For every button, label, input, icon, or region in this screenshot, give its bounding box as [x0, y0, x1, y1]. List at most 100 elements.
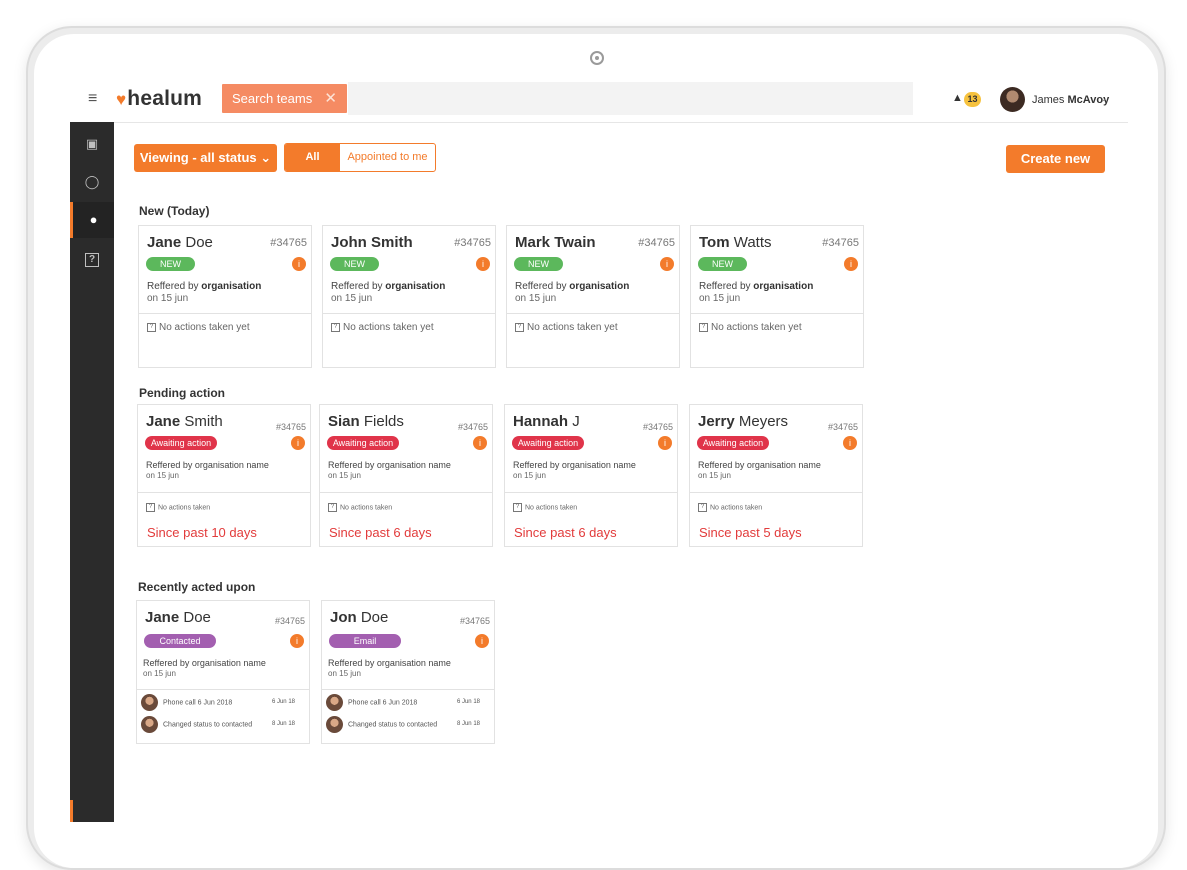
- card-divider: [690, 492, 862, 493]
- search-chip-label: Search teams: [232, 91, 313, 106]
- actions-status: ? No actions taken yet: [331, 322, 434, 333]
- sidebar-accent: [70, 800, 73, 822]
- bell-icon[interactable]: ▲: [952, 92, 963, 104]
- activity-date: 8 Jun 18: [271, 721, 295, 727]
- card-id: #34765: [275, 422, 306, 432]
- status-badge: Awaiting action: [327, 436, 399, 450]
- card-divider: [138, 492, 310, 493]
- patient-card[interactable]: Jane Doe #34765 NEW i Reffered by organi…: [138, 225, 312, 368]
- user-avatar[interactable]: [1000, 87, 1025, 112]
- activity-date: 6 Jun 18: [456, 699, 480, 705]
- patient-card[interactable]: Hannah J #34765 Awaiting action i Reffer…: [504, 404, 678, 547]
- app-screen: ≡ ♥healum Search teams ✕ ▲ 13 James McAv…: [70, 78, 1128, 822]
- patient-card[interactable]: Jon Doe #34765 Email i Reffered by organ…: [321, 600, 495, 744]
- card-id: #34765: [827, 422, 858, 432]
- question-box-icon: ?: [147, 322, 156, 332]
- activity-item: Changed status to contacted 8 Jun 18: [326, 716, 488, 733]
- info-icon[interactable]: i: [292, 257, 306, 271]
- user-first-name: James: [1032, 94, 1065, 106]
- create-new-button[interactable]: Create new: [1006, 145, 1105, 173]
- patient-card[interactable]: Mark Twain #34765 NEW i Reffered by orga…: [506, 225, 680, 368]
- actions-status: ? No actions taken: [146, 503, 210, 512]
- question-box-icon: ?: [513, 503, 522, 512]
- chevron-down-icon[interactable]: ⌄: [1100, 93, 1108, 103]
- card-divider: [691, 313, 863, 314]
- section-title-pending: Pending action: [139, 386, 226, 400]
- question-box-icon: ?: [331, 322, 340, 332]
- section-title-recent: Recently acted upon: [138, 580, 256, 594]
- pending-duration: Since past 6 days: [329, 525, 432, 540]
- filter-appointed-button[interactable]: Appointed to me: [347, 151, 428, 163]
- card-id: #34765: [642, 422, 673, 432]
- assignment-filter: All Appointed to me: [284, 143, 436, 172]
- info-icon[interactable]: i: [476, 257, 490, 271]
- search-teams-chip[interactable]: Search teams ✕: [222, 84, 347, 113]
- info-icon[interactable]: i: [290, 634, 304, 648]
- pending-duration: Since past 6 days: [514, 525, 617, 540]
- patient-card[interactable]: Tom Watts #34765 NEW i Reffered by organ…: [690, 225, 864, 368]
- section-title-new: New (Today): [139, 204, 210, 218]
- card-id: #34765: [274, 616, 305, 626]
- card-divider: [507, 313, 679, 314]
- card-name: Jane Smith: [146, 413, 223, 430]
- status-badge: Awaiting action: [697, 436, 769, 450]
- dashboard-icon[interactable]: ▣: [85, 136, 99, 151]
- patient-card[interactable]: Jane Smith #34765 Awaiting action i Reff…: [137, 404, 311, 547]
- referral-date: on 15 jun: [699, 293, 741, 304]
- card-name: Hannah J: [513, 413, 580, 430]
- notification-count-badge[interactable]: 13: [964, 92, 981, 107]
- chat-icon[interactable]: ◯: [84, 174, 100, 189]
- activity-text: Changed status to contacted: [163, 721, 253, 729]
- referral-text: Reffered by organisation name: [146, 460, 269, 470]
- person-icon[interactable]: ●: [70, 202, 114, 238]
- status-badge: Awaiting action: [512, 436, 584, 450]
- close-icon[interactable]: ✕: [324, 90, 337, 107]
- activity-text: Phone call 6 Jun 2018: [348, 699, 418, 707]
- referral-date: on 15 jun: [698, 471, 731, 480]
- card-name: Jane Doe: [147, 234, 213, 251]
- info-icon[interactable]: i: [843, 436, 857, 450]
- sidebar: ▣ ◯ ● ?: [70, 122, 114, 822]
- hamburger-icon[interactable]: ≡: [88, 90, 98, 107]
- card-id: #34765: [457, 422, 488, 432]
- referral-text: Reffered by organisation: [147, 281, 262, 292]
- referral-date: on 15 jun: [143, 669, 176, 678]
- card-id: #34765: [270, 237, 307, 249]
- patient-card[interactable]: Jane Doe #34765 Contacted i Reffered by …: [136, 600, 310, 744]
- search-input[interactable]: [348, 82, 913, 115]
- referral-date: on 15 jun: [515, 293, 557, 304]
- card-divider: [505, 492, 677, 493]
- referral-date: on 15 jun: [513, 471, 546, 480]
- referral-date: on 15 jun: [147, 293, 189, 304]
- card-divider: [320, 492, 492, 493]
- info-icon[interactable]: i: [660, 257, 674, 271]
- info-icon[interactable]: i: [291, 436, 305, 450]
- logo-text: healum: [127, 87, 203, 110]
- info-icon[interactable]: i: [844, 257, 858, 271]
- help-icon[interactable]: ?: [70, 240, 114, 276]
- app-logo[interactable]: ♥healum: [116, 87, 202, 111]
- patient-card[interactable]: Jerry Meyers #34765 Awaiting action i Re…: [689, 404, 863, 547]
- patient-card[interactable]: Sian Fields #34765 Awaiting action i Ref…: [319, 404, 493, 547]
- actions-status: ? No actions taken: [328, 503, 392, 512]
- info-icon[interactable]: i: [475, 634, 489, 648]
- viewing-label: Viewing - all status: [139, 150, 257, 165]
- question-box-icon: ?: [698, 503, 707, 512]
- card-id: #34765: [638, 237, 675, 249]
- info-icon[interactable]: i: [658, 436, 672, 450]
- activity-text: Changed status to contacted: [348, 721, 438, 729]
- referral-date: on 15 jun: [328, 669, 361, 678]
- avatar: [141, 716, 158, 733]
- viewing-status-dropdown[interactable]: Viewing - all status ⌄: [134, 144, 277, 172]
- activity-date: 6 Jun 18: [271, 699, 295, 705]
- info-icon[interactable]: i: [473, 436, 487, 450]
- pending-duration: Since past 10 days: [147, 525, 257, 540]
- actions-status: ? No actions taken yet: [515, 322, 618, 333]
- filter-all-button[interactable]: All: [285, 144, 340, 171]
- user-menu[interactable]: James McAvoy: [1032, 94, 1109, 106]
- patient-card[interactable]: John Smith #34765 NEW i Reffered by orga…: [322, 225, 496, 368]
- referral-text: Reffered by organisation: [699, 281, 814, 292]
- avatar: [141, 694, 158, 711]
- referral-date: on 15 jun: [146, 471, 179, 480]
- referral-date: on 15 jun: [328, 471, 361, 480]
